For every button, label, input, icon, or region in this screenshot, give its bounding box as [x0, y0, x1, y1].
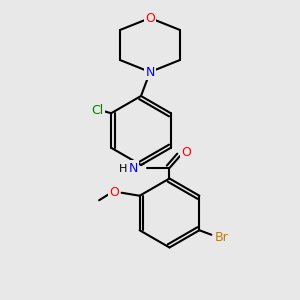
Text: O: O: [145, 11, 155, 25]
Text: N: N: [145, 65, 155, 79]
Text: Cl: Cl: [92, 104, 104, 117]
Text: H: H: [119, 164, 127, 175]
Text: Br: Br: [215, 231, 229, 244]
Text: N: N: [129, 161, 138, 175]
Text: O: O: [181, 146, 191, 160]
Text: O: O: [109, 186, 119, 199]
